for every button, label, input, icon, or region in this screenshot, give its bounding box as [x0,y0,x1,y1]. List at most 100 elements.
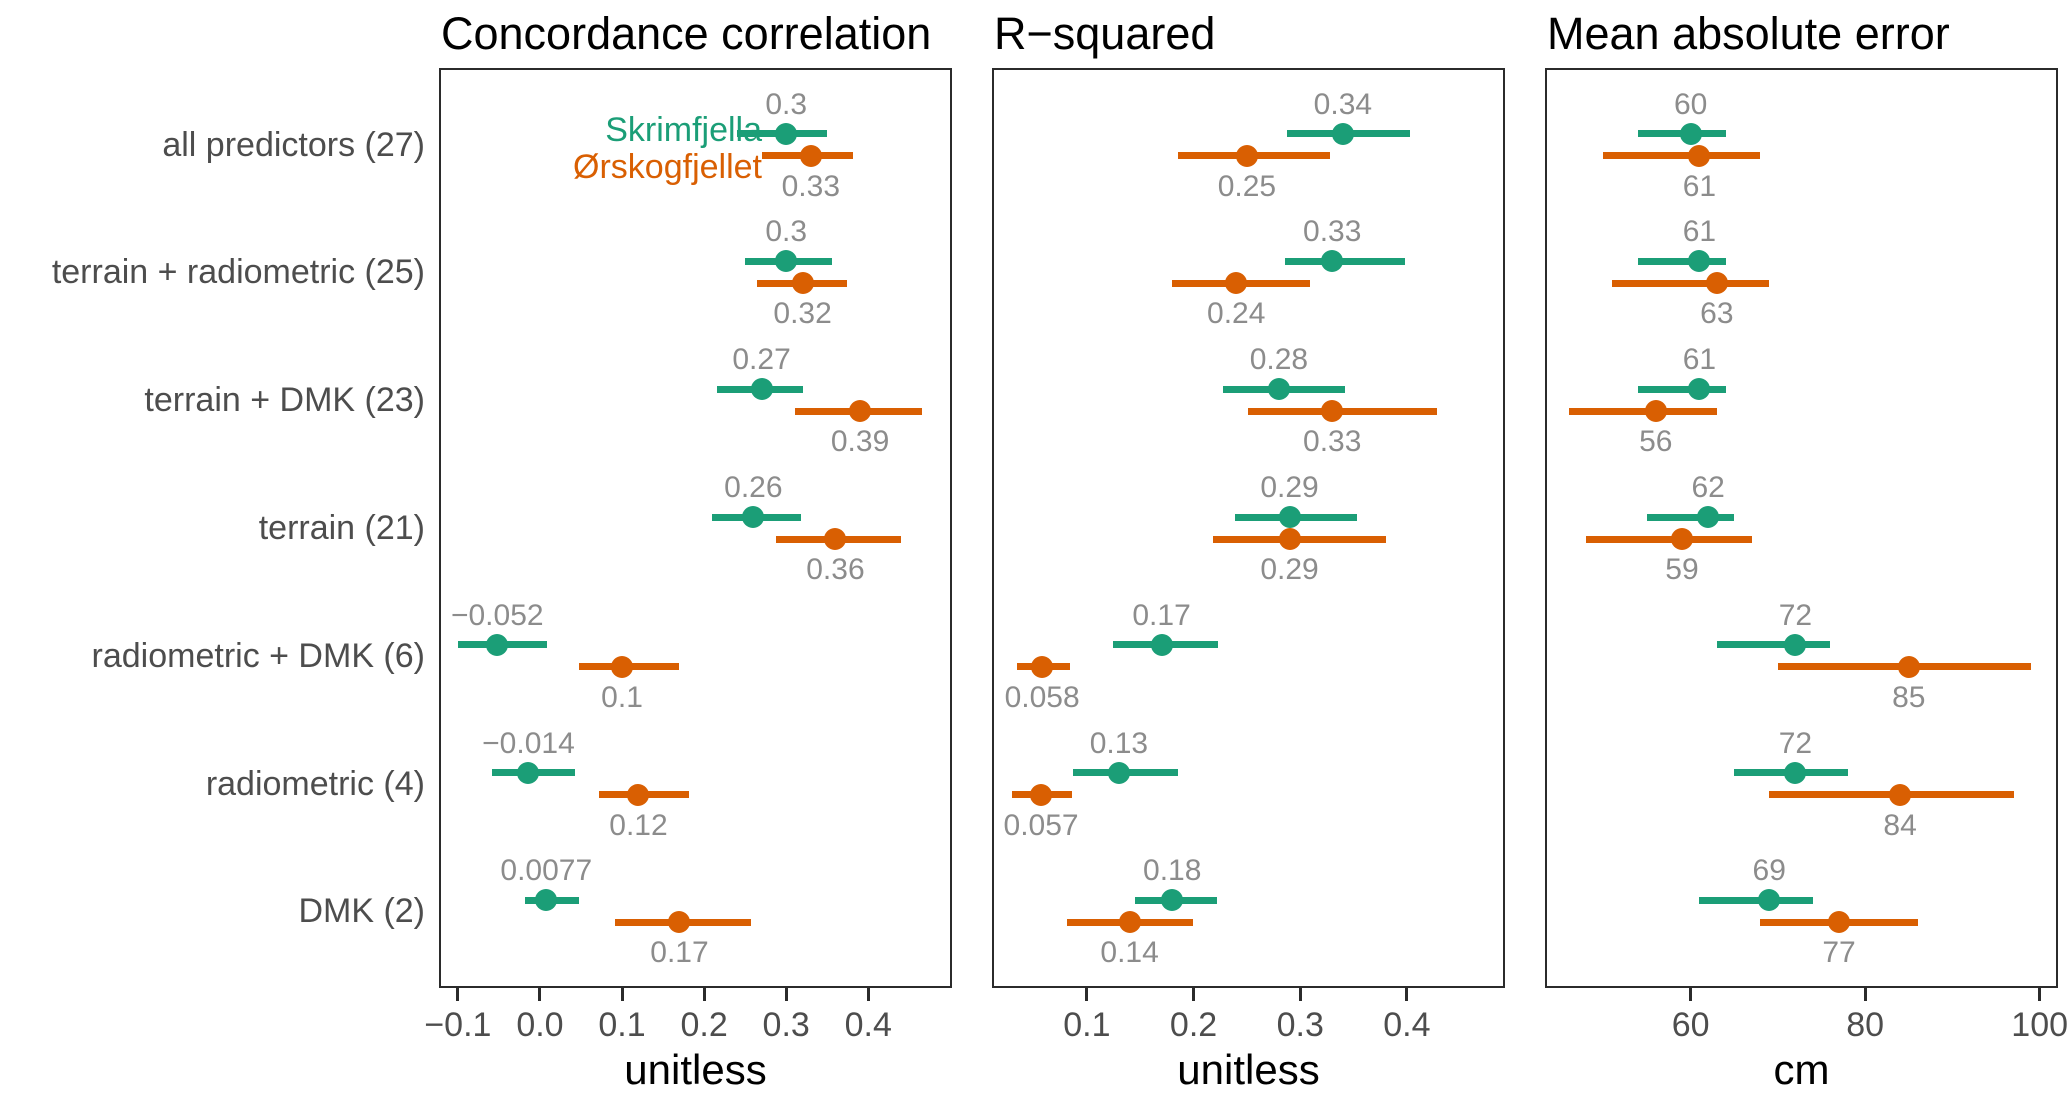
point-marker-skrimfjella [1107,761,1130,784]
value-label: 0.29 [1260,553,1319,586]
value-label: 0.057 [1003,808,1079,842]
category-label-radiometric-dmk-6: radiometric + DMK (6) [91,636,425,675]
point-marker-rskogfjellet [1118,911,1141,934]
legend-item-skrimfjella: Skrimfjella [605,111,762,149]
value-label: 84 [1883,808,1917,842]
value-label: 0.33 [781,169,841,203]
point-marker-rskogfjellet [611,655,634,678]
point-marker-skrimfjella [1278,506,1301,528]
legend: Skrimfjella Ørskogfjellet [459,112,762,186]
value-label: 0.33 [1303,215,1362,249]
value-label: 61 [1682,215,1717,249]
value-label: −0.052 [450,598,544,632]
point-marker-rskogfjellet [1897,655,1920,678]
point-marker-skrimfjella [775,122,798,145]
x-tick [784,988,788,1001]
point-marker-rskogfjellet [791,272,814,295]
ci-bar-rskogfjellet [1612,279,1770,287]
value-label: 0.34 [1313,87,1373,121]
ci-bar-skrimfjella [1716,641,1831,649]
legend-item-rskogfjellet: Ørskogfjellet [573,148,762,186]
x-tick [1405,988,1409,1001]
value-label: 0.27 [732,343,791,377]
x-tick-label: 0.1 [1063,1006,1111,1044]
value-label: 0.36 [806,553,865,586]
x-tick-label: 0.3 [762,1006,810,1044]
point-marker-rskogfjellet [1688,144,1711,167]
category-label-all-predictors-27: all predictors (27) [162,125,425,164]
point-marker-skrimfjella [1758,889,1781,912]
panel-title-mean-absolute-error: Mean absolute error [1547,8,1950,59]
value-label: 60 [1674,87,1708,121]
point-marker-skrimfjella [742,506,765,528]
value-label: 0.17 [650,936,709,970]
point-marker-skrimfjella [1784,633,1807,656]
point-marker-rskogfjellet [1670,528,1693,550]
point-marker-skrimfjella [1267,378,1290,401]
point-marker-skrimfjella [1679,122,1702,145]
category-label-terrain-21: terrain (21) [258,509,425,547]
category-label-terrain-dmk-23: terrain + DMK (23) [144,381,425,420]
x-tick-label: 0.3 [1276,1006,1324,1044]
category-label-terrain-radiometric-25: terrain + radiometric (25) [51,253,425,292]
point-marker-skrimfjella [517,761,540,784]
ci-bar-rskogfjellet [1603,152,1761,160]
x-tick-label: 0.4 [844,1006,892,1044]
value-label: 0.25 [1217,169,1277,203]
x-tick-label: 80 [1846,1006,1885,1044]
panel-mean-absolute-error [1545,68,2058,988]
x-tick [620,988,624,1001]
value-label: 0.28 [1249,343,1309,377]
value-label: 77 [1822,936,1856,970]
value-label: 0.3 [765,215,808,249]
point-marker-rskogfjellet [824,528,847,550]
x-tick [1863,988,1867,1001]
point-marker-skrimfjella [1688,250,1711,273]
point-marker-rskogfjellet [1321,400,1344,423]
point-marker-rskogfjellet [1705,272,1728,295]
x-tick-label: −0.1 [424,1006,492,1044]
value-label: 69 [1752,854,1786,888]
category-label-dmk-2: DMK (2) [298,892,425,931]
point-marker-skrimfjella [750,378,773,401]
point-marker-rskogfjellet [1278,528,1301,550]
point-marker-skrimfjella [1697,506,1720,528]
point-marker-rskogfjellet [799,144,822,167]
value-label: 0.18 [1143,854,1202,888]
value-label: 0.12 [609,808,668,842]
point-marker-rskogfjellet [627,783,650,806]
x-tick [702,988,706,1001]
ci-bar-skrimfjella [1699,896,1813,904]
value-label: 63 [1700,297,1734,331]
point-marker-skrimfjella [1150,633,1173,656]
ci-bar-skrimfjella [1638,257,1726,265]
value-label: 61 [1682,169,1717,203]
ci-bar-skrimfjella [1285,257,1405,265]
x-tick-label: 0.2 [1169,1006,1218,1044]
point-marker-skrimfjella [1331,122,1354,145]
x-axis-title-unitless-1: unitless [1177,1046,1320,1093]
point-marker-skrimfjella [535,889,558,912]
x-tick-label: 0.4 [1383,1006,1431,1044]
ci-bar-rskogfjellet [1586,535,1752,543]
value-label: 0.17 [1132,598,1191,632]
value-label: 56 [1639,425,1673,459]
point-marker-rskogfjellet [1889,783,1912,806]
point-marker-rskogfjellet [849,400,872,423]
panel-concordance-correlation [439,68,952,988]
value-label: 0.29 [1260,471,1319,504]
panel-title-concordance-correlation: Concordance correlation [441,8,932,59]
value-label: 0.13 [1089,726,1149,760]
point-marker-skrimfjella [1321,250,1344,273]
point-marker-skrimfjella [486,633,509,656]
x-tick-label: 100 [2011,1006,2067,1044]
x-axis-title-unitless-0: unitless [624,1046,767,1093]
x-tick [2038,988,2042,1001]
x-tick [1298,988,1302,1001]
value-label: 0.1 [601,680,643,714]
x-tick [1192,988,1196,1001]
value-label: 0.26 [724,471,783,504]
x-tick [538,988,542,1001]
ci-bar-rskogfjellet [1568,407,1717,415]
value-label: 0.32 [773,297,832,331]
